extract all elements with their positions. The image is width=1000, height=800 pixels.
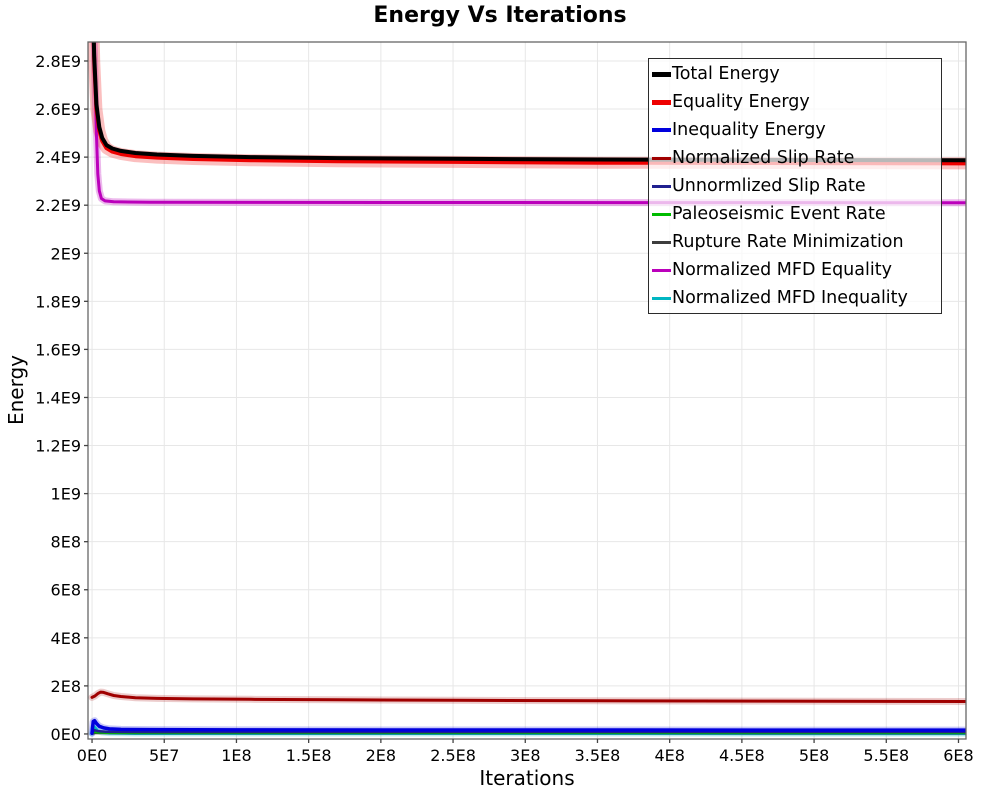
series-line-inequality-energy [90, 718, 966, 735]
x-tick-label: 2.5E8 [430, 746, 476, 765]
x-tick-label: 3E8 [510, 746, 540, 765]
y-tick-label: 2.2E9 [35, 196, 81, 215]
legend-label: Unnormlized Slip Rate [672, 176, 866, 196]
x-tick-label: 5E7 [149, 746, 179, 765]
legend-swatch [652, 184, 671, 188]
legend-label: Rupture Rate Minimization [672, 232, 904, 252]
legend-swatch [652, 71, 671, 77]
legend-swatch [652, 212, 671, 216]
legend-item: Unnormlized Slip Rate [652, 173, 941, 200]
legend-item: Normalized MFD Equality [652, 257, 941, 284]
y-tick-label: 4E8 [51, 629, 81, 648]
y-tick-label: 2.8E9 [35, 52, 81, 71]
legend-item: Paleoseismic Event Rate [652, 201, 941, 228]
y-tick-label: 8E8 [51, 533, 81, 552]
x-tick-label: 2E8 [366, 746, 396, 765]
x-tick-label: 0E0 [77, 746, 107, 765]
x-tick-label: 6E8 [943, 746, 973, 765]
legend-swatch [652, 268, 671, 272]
legend-item: Normalized Slip Rate [652, 145, 941, 172]
legend-label: Total Energy [672, 64, 780, 84]
y-tick-label: 0E0 [51, 725, 81, 744]
legend-label: Inequality Energy [672, 120, 826, 140]
y-tick-label: 1.4E9 [35, 388, 81, 407]
legend-item: Inequality Energy [652, 117, 941, 144]
x-tick-label: 4E8 [654, 746, 684, 765]
legend-swatch [652, 156, 671, 160]
series-group [88, 42, 966, 737]
legend-label: Equality Energy [672, 92, 810, 112]
x-tick-label: 3.5E8 [575, 746, 621, 765]
legend-swatch [652, 240, 671, 244]
legend-label: Paleoseismic Event Rate [672, 204, 886, 224]
y-tick-label: 2.6E9 [35, 100, 81, 119]
y-tick-label: 1E9 [51, 485, 81, 504]
y-tick-label: 6E8 [51, 581, 81, 600]
x-tick-label: 1.5E8 [286, 746, 332, 765]
y-tick-label: 1.8E9 [35, 292, 81, 311]
plot-frame [87, 41, 967, 740]
x-tick-label: 1E8 [221, 746, 251, 765]
y-axis-title: Energy [4, 354, 28, 426]
y-tick-label: 2.4E9 [35, 148, 81, 167]
legend-label: Normalized MFD Equality [672, 260, 892, 280]
y-tick-label: 2E8 [51, 677, 81, 696]
legend-item: Normalized MFD Inequality [652, 285, 941, 312]
x-tick-label: 5.5E8 [863, 746, 909, 765]
x-tick-label: 5E8 [799, 746, 829, 765]
legend: Total Energy Equality Energy Inequality En… [648, 58, 942, 314]
series-line-normalized-slip-rate [90, 690, 966, 703]
y-tick-label: 1.6E9 [35, 340, 81, 359]
legend-label: Normalized MFD Inequality [672, 288, 908, 308]
legend-item: Equality Energy [652, 89, 941, 116]
legend-swatch [652, 128, 671, 132]
legend-item: Total Energy [652, 61, 941, 88]
y-tick-label: 2E9 [51, 244, 81, 263]
x-tick-label: 4.5E8 [719, 746, 765, 765]
legend-item: Rupture Rate Minimization [652, 229, 941, 256]
series-line-total-energy [91, 42, 966, 163]
legend-swatch [652, 296, 671, 300]
x-axis-title: Iterations [479, 766, 575, 790]
legend-swatch [652, 99, 671, 105]
legend-label: Normalized Slip Rate [672, 148, 855, 168]
chart-title: Energy Vs Iterations [373, 3, 627, 28]
y-tick-label: 1.2E9 [35, 437, 81, 456]
